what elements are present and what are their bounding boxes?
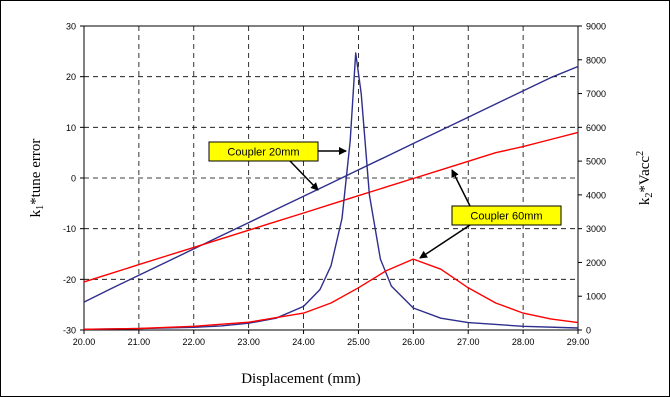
x-tick-label: 29.00 [567,337,590,347]
y-axis-right-title: k2*Vacc2 [635,151,655,205]
series-line-3 [83,258,579,330]
callout-box-coupler-60 [451,205,562,226]
y-right-tick-label: 3000 [586,224,606,234]
x-tick-label: 28.00 [512,337,535,347]
y-right-tick-label: 1000 [586,292,606,302]
callout-arrow [289,160,319,191]
x-tick-label: 20.00 [73,337,96,347]
x-tick-label: 23.00 [237,337,260,347]
callout-box-coupler-20 [208,141,319,162]
y-axis-left-title: k1*tune error [28,139,46,218]
x-tick-label: 26.00 [402,337,425,347]
callout-arrow [419,224,471,259]
y-right-tick-label: 9000 [586,22,606,32]
callout-arrow [451,169,471,207]
x-tick-label: 21.00 [128,337,151,347]
x-tick-label: 25.00 [347,337,370,347]
y-right-tick-label: 0 [586,326,591,336]
series-line-1 [83,131,579,283]
series-line-0 [83,65,579,303]
y-right-tick-label: 4000 [586,190,606,200]
y-right-tick-label: 6000 [586,123,606,133]
tick-layer: 20.00 21.00 22.00 23.00 24.00 25.00 26.00 27.00… [63,22,606,348]
annotation-layer: Coupler 20mm Coupler 60mm [208,141,562,259]
x-axis-title: Displacement (mm) [241,371,361,387]
grid-layer [84,26,578,330]
y-right-tick-label: 7000 [586,89,606,99]
callout-label-coupler-60: Coupler 60mm [470,211,542,223]
y-left-tick-label: -20 [63,275,76,285]
y-right-tick-label: 2000 [586,258,606,268]
y-left-tick-label: -30 [63,326,76,336]
y-right-tick-label: 8000 [586,55,606,65]
x-tick-label: 27.00 [457,337,480,347]
y-left-tick-label: 0 [71,174,76,184]
x-tick-label: 24.00 [292,337,315,347]
callout-label-coupler-20: Coupler 20mm [227,147,299,159]
y-left-tick-label: 30 [66,22,76,32]
y-left-tick-label: 20 [66,72,76,82]
x-tick-label: 22.00 [183,337,206,347]
series-line-2 [83,52,579,330]
y-left-tick-label: 10 [66,123,76,133]
series-layer [83,52,579,330]
y-right-tick-label: 5000 [586,157,606,167]
y-left-tick-label: -10 [63,224,76,234]
